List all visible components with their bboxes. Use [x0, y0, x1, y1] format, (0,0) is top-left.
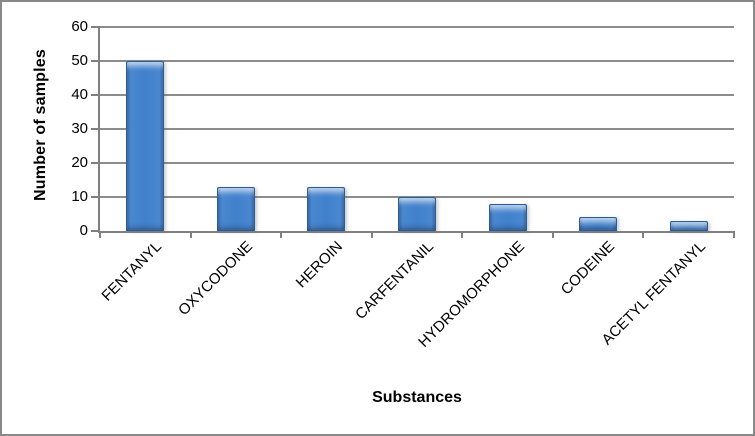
y-tick-label: 10 — [71, 188, 88, 205]
y-gridline — [100, 60, 734, 62]
y-gridline — [100, 26, 734, 28]
y-axis-line — [98, 27, 100, 233]
y-tick-mark — [91, 60, 100, 62]
y-tick-mark — [91, 128, 100, 130]
y-tick-label: 60 — [71, 18, 88, 35]
bar-oxycodone — [217, 187, 255, 231]
x-tick-mark — [642, 231, 645, 238]
x-tick-mark — [189, 231, 192, 238]
x-tick-mark — [461, 231, 464, 238]
y-gridline — [100, 128, 734, 130]
bar-fentanyl — [126, 61, 164, 231]
y-tick-mark — [91, 26, 100, 28]
x-tick-mark — [551, 231, 554, 238]
y-gridline — [100, 162, 734, 164]
y-tick-mark — [91, 162, 100, 164]
bar-acetyl-fentanyl — [670, 221, 708, 231]
x-tick-mark — [280, 231, 283, 238]
y-tick-label: 20 — [71, 154, 88, 171]
y-tick-mark — [91, 196, 100, 198]
y-tick-mark — [91, 230, 100, 232]
x-axis-line — [98, 231, 734, 233]
bar-heroin — [307, 187, 345, 231]
x-tick-mark — [99, 231, 101, 238]
bar-codeine — [579, 217, 617, 231]
x-tick-mark — [733, 231, 735, 238]
bar-hydromorphone — [489, 204, 527, 231]
y-tick-label: 0 — [79, 222, 88, 239]
y-tick-label: 30 — [71, 120, 88, 137]
x-axis-title: Substances — [372, 389, 462, 406]
y-tick-label: 50 — [71, 52, 88, 69]
x-tick-mark — [370, 231, 373, 238]
y-tick-mark — [91, 94, 100, 96]
y-tick-label: 40 — [71, 86, 88, 103]
bar-carfentanil — [398, 197, 436, 231]
y-gridline — [100, 94, 734, 96]
